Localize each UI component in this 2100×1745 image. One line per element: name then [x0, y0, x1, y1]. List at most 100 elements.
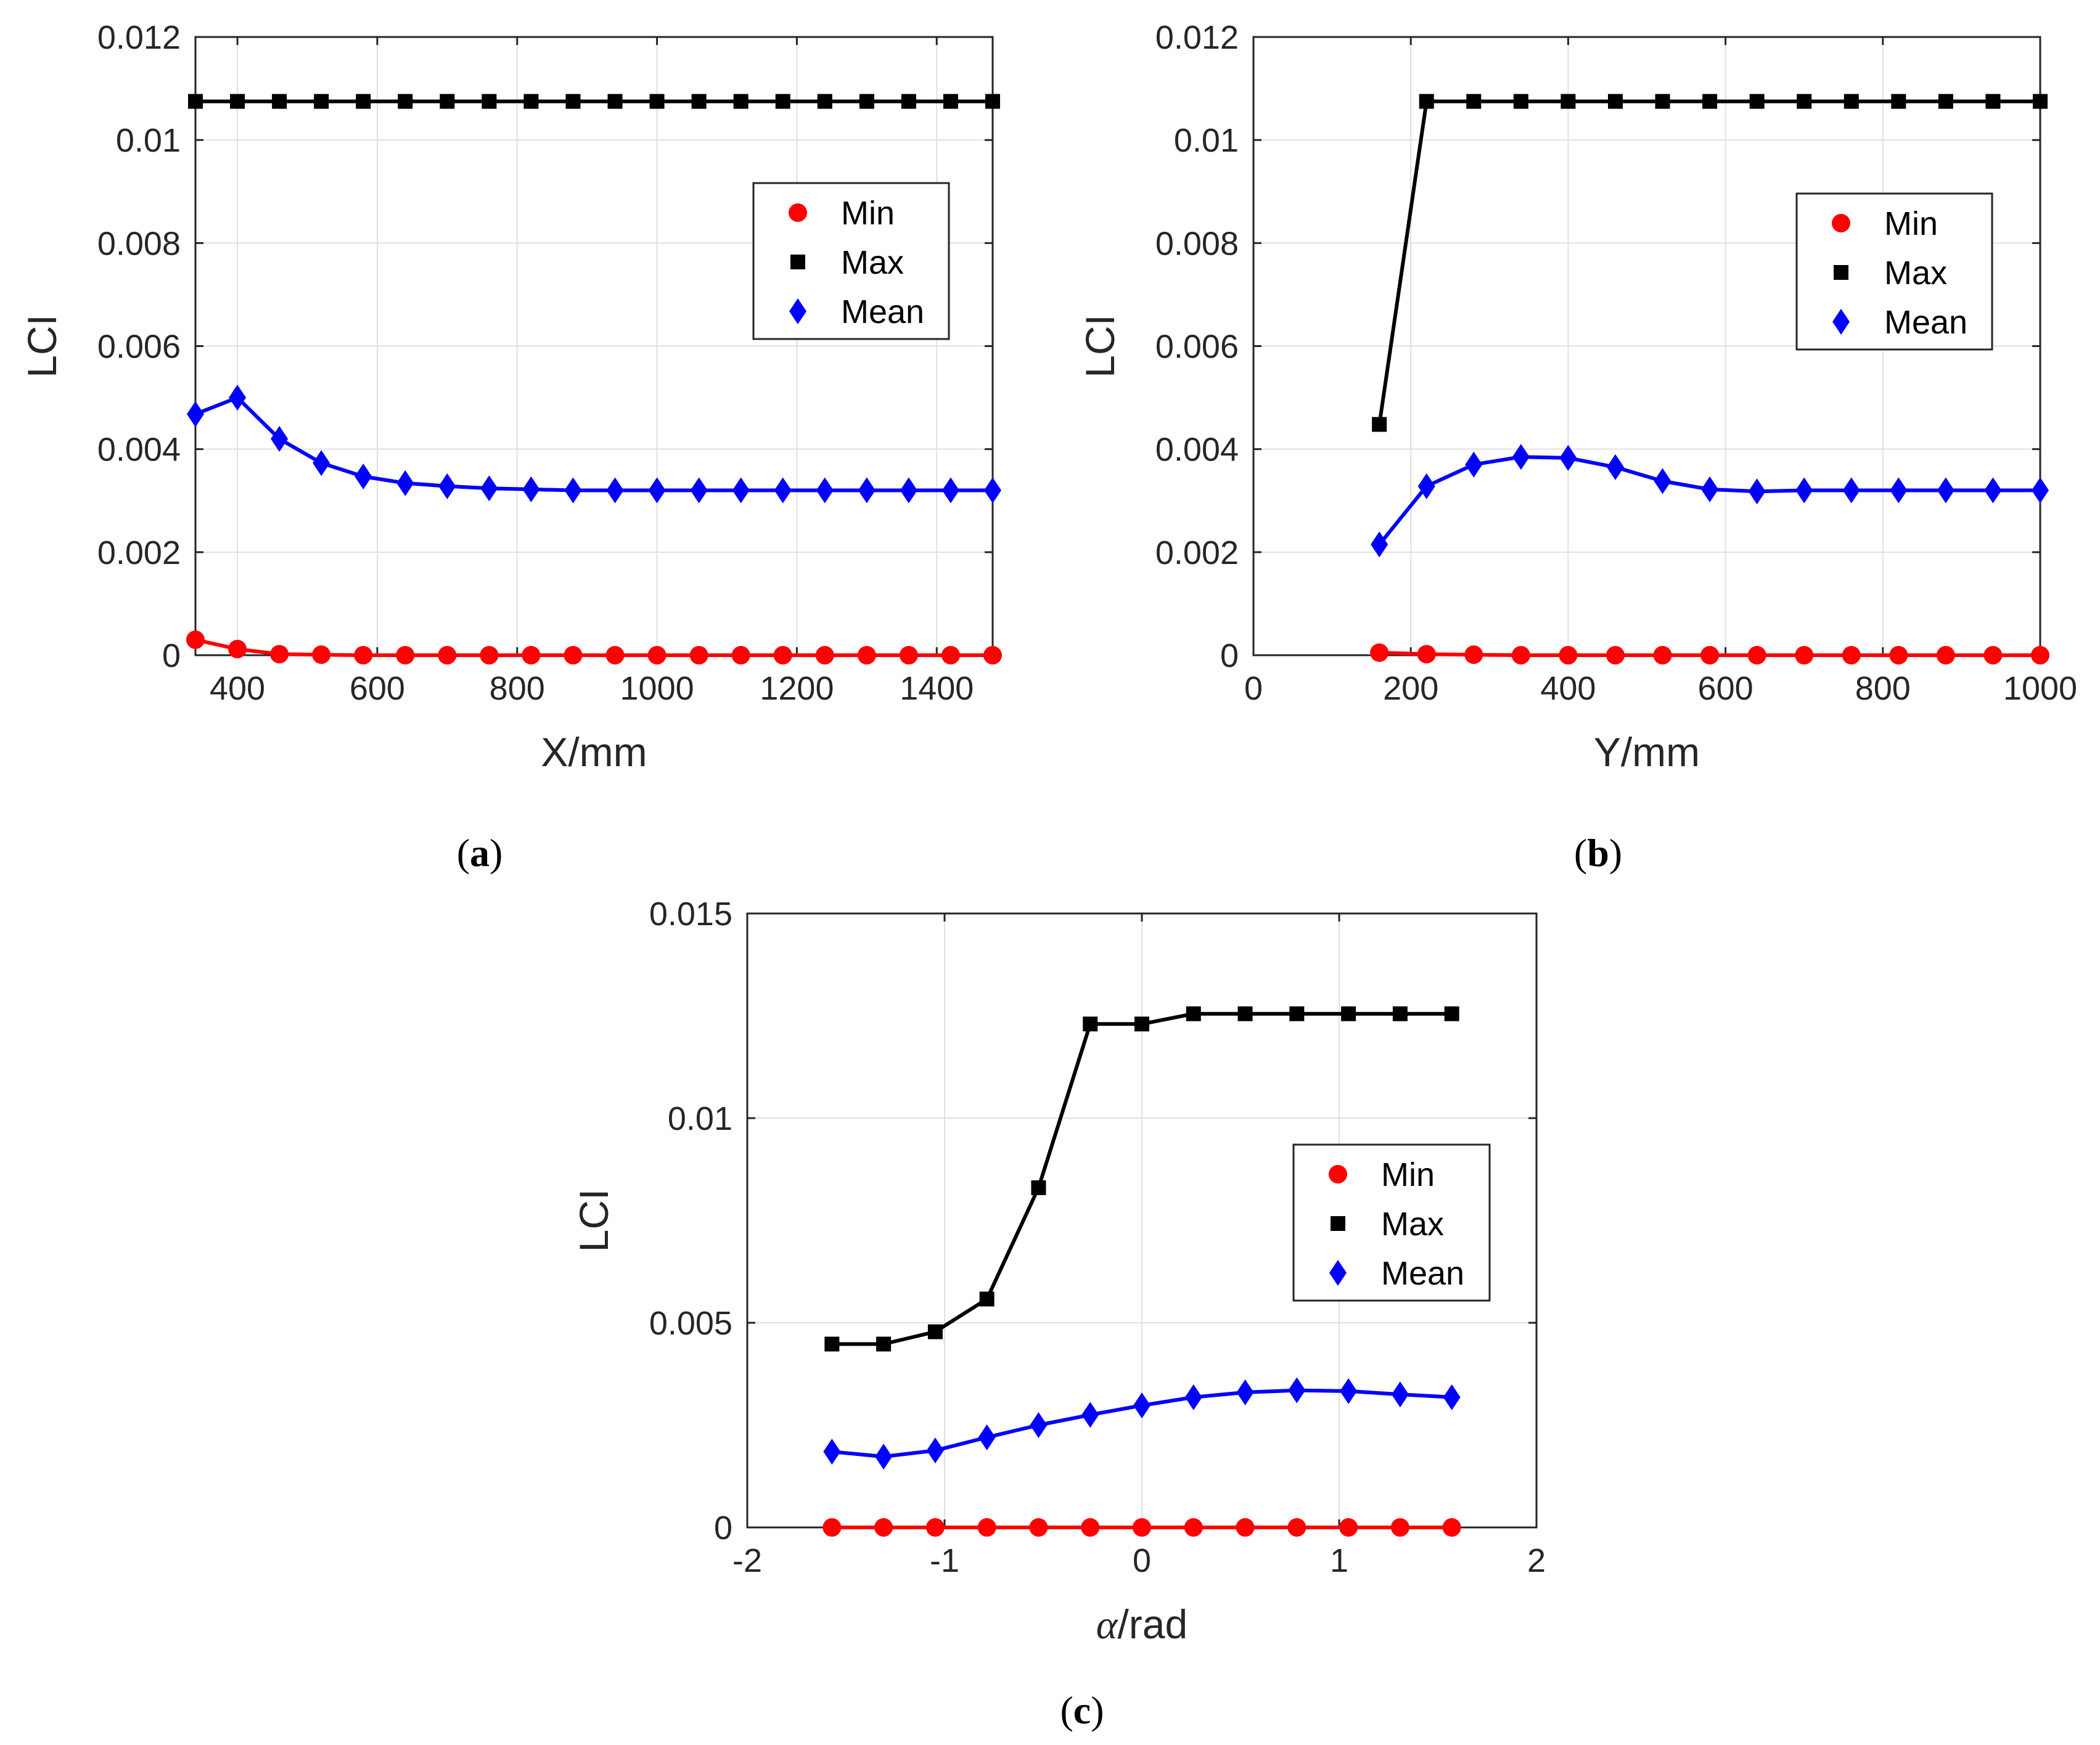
data-point-mean [564, 477, 582, 504]
data-point-max [1844, 94, 1859, 109]
data-point-min [874, 1518, 893, 1537]
y-tick-label: 0 [714, 1510, 732, 1547]
data-point-max [901, 94, 916, 109]
data-point-min [1287, 1518, 1306, 1537]
data-point-mean [1701, 476, 1719, 502]
data-point-mean [1559, 444, 1577, 471]
legend-label-max: Max [1381, 1206, 1444, 1243]
data-point-mean [1371, 531, 1388, 558]
data-point-mean [1184, 1384, 1202, 1410]
data-point-min [1700, 646, 1720, 664]
data-point-max [1392, 1006, 1408, 1021]
data-point-mean [926, 1437, 944, 1464]
series-min [822, 1518, 1461, 1537]
data-point-min [983, 646, 1002, 664]
data-point-max [607, 94, 623, 109]
y-tick-label: 0.002 [1155, 534, 1239, 571]
data-point-min [1390, 1518, 1409, 1537]
legend-label-min: Min [1381, 1156, 1435, 1193]
data-point-min [2031, 646, 2049, 664]
data-point-min [1442, 1518, 1461, 1537]
y-tick-label: 0.004 [1155, 431, 1239, 468]
data-point-max [1289, 1006, 1305, 1021]
data-point-max [1134, 1016, 1149, 1032]
data-point-max [733, 94, 749, 109]
data-point-mean [1890, 477, 1908, 504]
x-tick-label: 1200 [760, 670, 834, 707]
legend-marker-max [790, 255, 805, 269]
data-point-max [1655, 94, 1670, 109]
x-tick-label: 1 [1330, 1542, 1348, 1579]
data-point-max [314, 94, 329, 109]
data-point-max [1797, 94, 1812, 109]
chart-panel-a: 400 600 800 1000 1200 1400 0 0.002 0.004 0.006 0.0… [19, 19, 1002, 875]
x-axis-label: X/mm [541, 729, 647, 775]
x-tick-label: 600 [350, 670, 405, 707]
data-point-min [354, 646, 373, 664]
data-point-min [1339, 1518, 1358, 1537]
legend-marker-min [789, 203, 807, 222]
legend-marker-min [1832, 214, 1850, 232]
data-point-min [605, 646, 625, 664]
data-point-max [1561, 94, 1576, 109]
legend-marker-mean [789, 298, 806, 324]
data-point-max [985, 94, 1000, 109]
data-point-max [824, 1336, 840, 1352]
x-tick-label: 1000 [620, 670, 694, 707]
data-point-min [1081, 1518, 1100, 1537]
x-tick-label: 1400 [900, 670, 974, 707]
data-point-mean [1391, 1381, 1409, 1408]
data-point-min [1842, 646, 1861, 664]
legend-box [1795, 192, 1993, 351]
data-point-max [188, 94, 203, 109]
data-point-mean [1417, 473, 1435, 499]
data-point-min [396, 646, 415, 664]
data-point-max [356, 94, 371, 109]
x-tick-label: -1 [930, 1542, 959, 1579]
data-point-min [1464, 645, 1483, 664]
legend-marker-mean [1832, 309, 1850, 335]
data-point-min [815, 646, 834, 664]
data-point-max [1237, 1006, 1253, 1021]
data-point-max [649, 94, 665, 109]
data-point-mean [648, 477, 666, 504]
data-point-min [1029, 1518, 1048, 1537]
data-point-mean [690, 477, 708, 504]
y-tick-label: 0.005 [649, 1305, 732, 1342]
data-point-mean [438, 473, 456, 499]
chart-panel-c: -2 -1 0 1 2 0 0.005 0.01 0.015 α/rad LCI Min Max Mean… [571, 896, 1546, 1732]
data-point-max [272, 94, 287, 109]
x-tick-label: 800 [490, 670, 545, 707]
data-point-min [270, 645, 289, 664]
data-point-min [1747, 646, 1766, 664]
panel-caption: (a) [457, 831, 503, 875]
data-point-min [1236, 1518, 1255, 1537]
legend: Min Max Mean [1292, 1143, 1491, 1302]
y-tick-label: 0.008 [1155, 225, 1239, 262]
legend-marker-max [1834, 265, 1848, 280]
series-min [186, 630, 1002, 664]
x-tick-label: 2 [1527, 1542, 1546, 1579]
legend-label-mean: Mean [1884, 304, 1967, 341]
data-point-mean [875, 1444, 893, 1470]
data-point-max [440, 94, 455, 109]
data-point-mean [1443, 1384, 1461, 1410]
data-point-mean [1465, 451, 1483, 478]
data-point-min [1983, 646, 2003, 664]
data-point-min [822, 1518, 842, 1537]
y-tick-label: 0.006 [1155, 329, 1239, 366]
y-axis-label: LCI [19, 314, 65, 378]
legend-label-max: Max [841, 244, 904, 281]
legend-box [1292, 1143, 1491, 1302]
data-point-mean [1748, 478, 1766, 505]
x-tick-label: 600 [1698, 670, 1753, 707]
x-axis-label: Y/mm [1594, 729, 1700, 775]
series-max [1372, 94, 2048, 432]
data-point-mean [1512, 444, 1530, 470]
data-point-mean [1133, 1392, 1150, 1419]
legend-marker-min [1329, 1165, 1347, 1183]
data-point-mean [900, 477, 917, 504]
legend: Min Max Mean [752, 182, 950, 340]
data-point-max [1702, 94, 1718, 109]
